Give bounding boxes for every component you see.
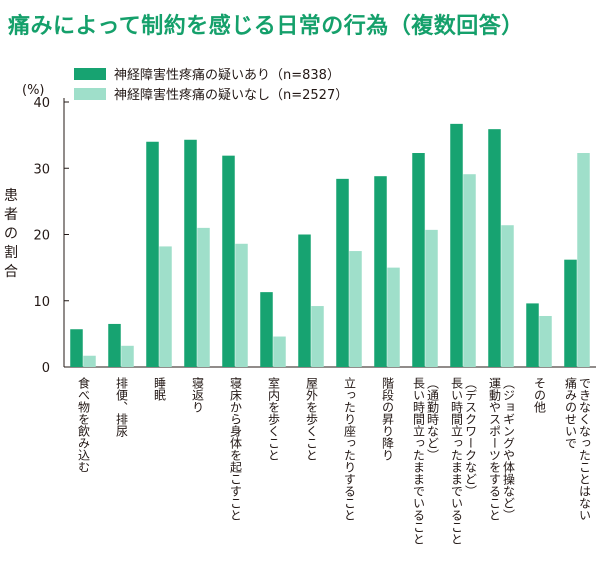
bar-series1 (222, 155, 235, 367)
x-tick-label: 室内を歩くこと (267, 376, 281, 461)
y-axis-title-char: 患 (4, 188, 18, 204)
legend-swatch-series2 (74, 88, 106, 100)
bar-series2 (425, 229, 438, 367)
y-tick-label: 10 (33, 295, 50, 310)
y-axis-title-char: 合 (4, 264, 18, 280)
y-tick-label: 0 (42, 361, 50, 376)
bar-series2 (121, 345, 134, 367)
bar-series2 (577, 153, 590, 367)
bar-series1 (374, 176, 387, 367)
y-axis-title-char: 割 (4, 244, 18, 261)
bar-series1 (70, 329, 83, 367)
bar-series1 (336, 178, 349, 367)
bar-series2 (311, 306, 324, 367)
bar-series1 (564, 259, 577, 367)
bar-series1 (412, 153, 425, 367)
bar-series2 (463, 174, 476, 367)
legend-label-series2: 神経障害性疼痛の疑いなし（n=2527） (114, 87, 348, 103)
bar-series1 (260, 292, 273, 367)
bar-series2 (349, 251, 362, 367)
x-tick-label: 屋外を歩くこと (305, 377, 319, 461)
x-tick-label: 痛みのせいで (564, 376, 578, 449)
x-tick-label: できなくなったことはない (578, 377, 592, 521)
y-axis-title-char: の (4, 226, 18, 242)
x-tick-label: 立ったり座ったりすること (343, 376, 357, 521)
y-axis-unit: (%) (22, 83, 45, 98)
legend-label-series1: 神経障害性疼痛の疑いあり（n=838） (114, 67, 340, 83)
x-tick-label: その他 (533, 377, 547, 413)
x-tick-label: 排便、排尿 (115, 377, 129, 437)
x-axis-labels: 食べ物を飲み込む 排便、排尿 睡眠 寝返り 寝床から身体を起こすこと 室内を歩くこと 屋外を… (77, 376, 592, 545)
bar-series2 (273, 336, 286, 367)
x-tick-label: 食べ物を飲み込む (77, 376, 91, 473)
y-tick-label: 40 (33, 96, 50, 111)
bar-series2 (83, 355, 96, 367)
y-tick-label: 20 (33, 229, 50, 244)
x-tick-label: 寝床から身体を起こすこと (229, 376, 243, 521)
x-tick-label: 長い時間立ったままでいること (450, 377, 464, 545)
bar-series2 (501, 225, 514, 367)
bar-series2 (235, 243, 248, 367)
bar-series1 (184, 139, 197, 367)
bars (70, 123, 590, 367)
bar-series1 (108, 323, 121, 367)
bar-series1 (526, 303, 539, 367)
bar-series1 (488, 129, 501, 367)
x-tick-label: 寝返り (191, 376, 205, 413)
legend-swatch-series1 (74, 68, 106, 80)
bar-series1 (146, 141, 159, 367)
legend: 神経障害性疼痛の疑いあり（n=838） 神経障害性疼痛の疑いなし（n=2527） (74, 67, 348, 103)
x-tick-label: 運動やスポーツをすること (488, 377, 502, 521)
x-tick-label: 階段の昇り降り (381, 376, 395, 461)
x-tick-label: （デスクワークなど） (464, 377, 478, 497)
y-axis-title-char: 者 (4, 207, 18, 223)
bar-series1 (450, 123, 463, 367)
bar-series1 (298, 234, 311, 367)
bar-series2 (159, 246, 172, 367)
x-tick-label: （通勤時など） (426, 377, 440, 461)
bar-series2 (539, 315, 552, 367)
bar-series2 (387, 267, 400, 367)
y-tick-label: 30 (33, 162, 50, 177)
x-tick-label: （ジョギングや体操など） (502, 377, 516, 521)
x-tick-label: 長い時間立ったままでいること (412, 377, 426, 545)
x-tick-label: 睡眠 (153, 377, 167, 402)
bar-series2 (197, 227, 210, 367)
chart-title: 痛みによって制約を感じる日常の行為（複数回答） (8, 14, 524, 39)
